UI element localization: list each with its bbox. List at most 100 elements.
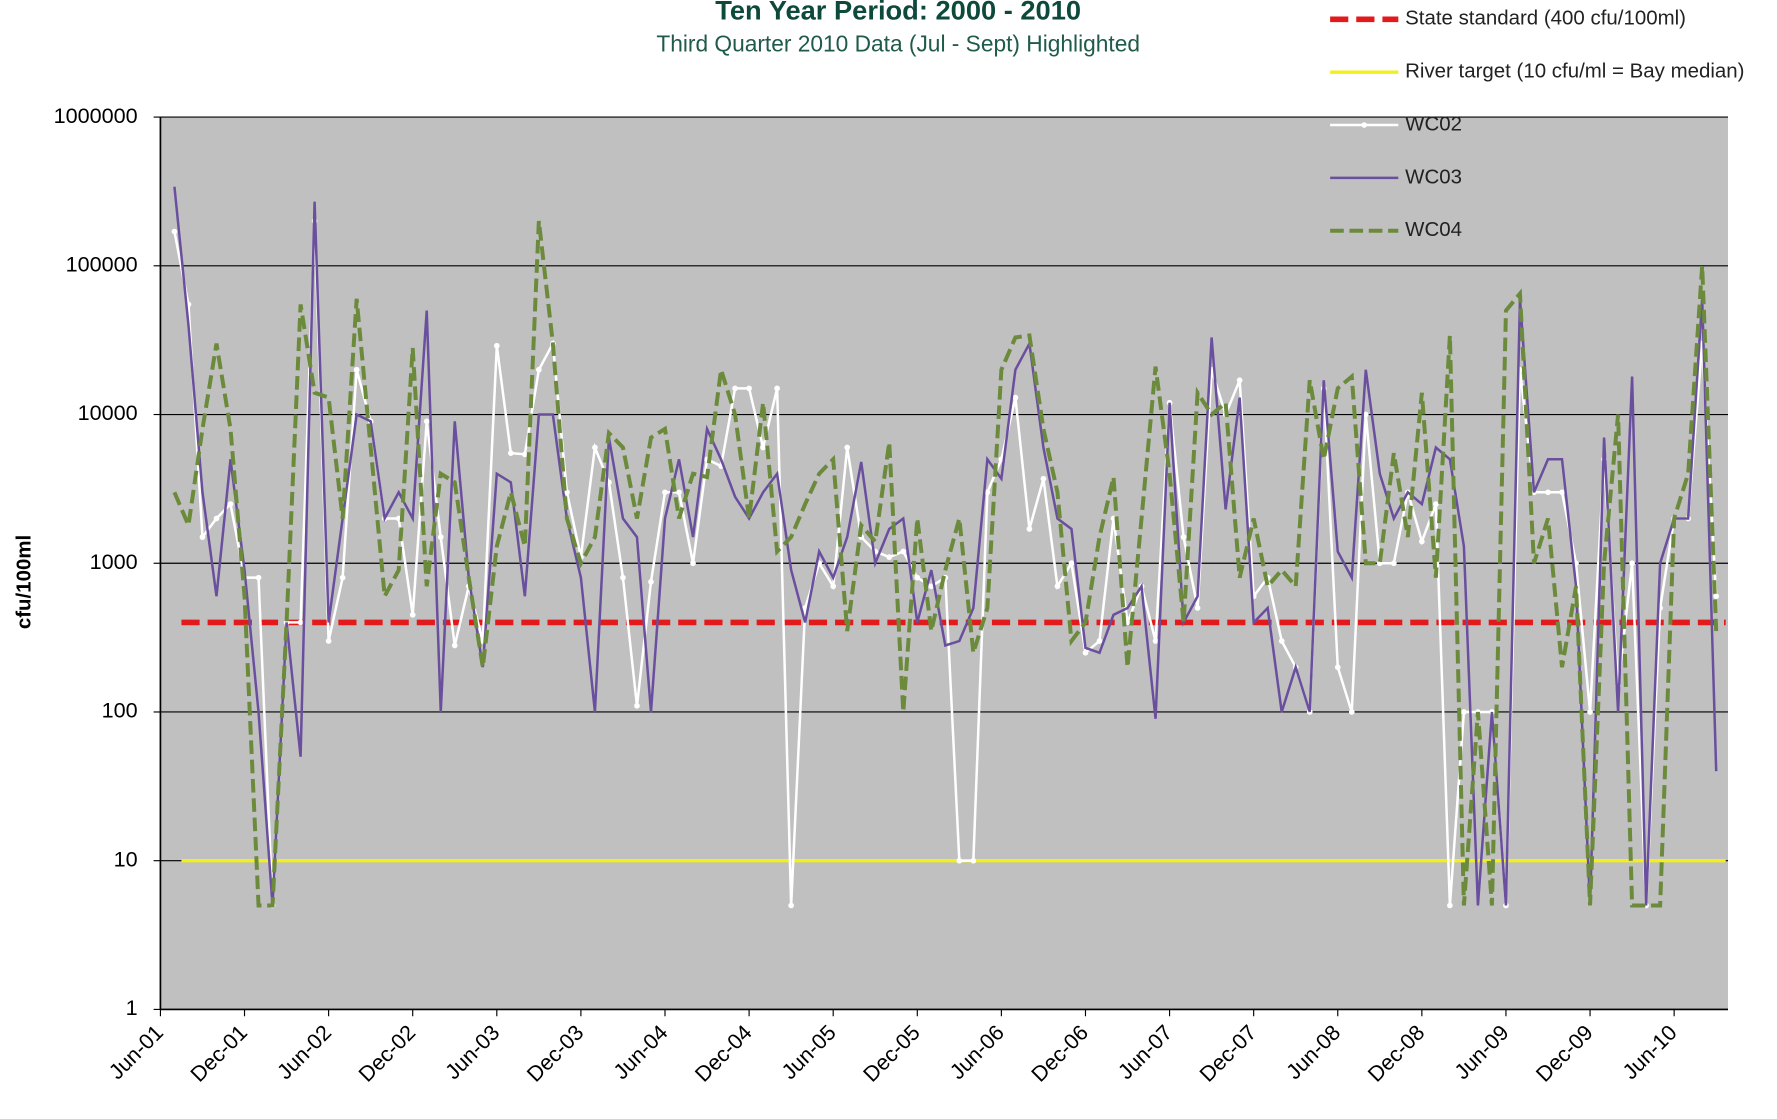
x-tick-label: Jun-01 [104, 1020, 168, 1084]
x-tick-label: Jun-08 [1281, 1020, 1345, 1084]
series-marker [1390, 560, 1397, 567]
series-marker [1348, 709, 1355, 715]
series-marker [1447, 902, 1453, 909]
series-marker [1152, 638, 1159, 644]
series-marker [774, 385, 780, 392]
series-marker [1433, 501, 1439, 507]
series-line [172, 220, 1719, 908]
series-marker [914, 574, 921, 581]
x-tick-label: Dec-01 [185, 1020, 252, 1087]
series-marker [213, 515, 220, 522]
series-marker [900, 548, 907, 555]
series-marker [956, 857, 963, 864]
x-tick-label: Dec-07 [1194, 1020, 1261, 1087]
series-marker [970, 857, 977, 864]
series-marker [928, 583, 935, 590]
series-marker [1026, 526, 1033, 532]
x-tick-label: Dec-05 [858, 1020, 925, 1087]
series-marker [521, 451, 528, 458]
series-marker [1068, 560, 1075, 567]
x-tick-label: Jun-03 [440, 1020, 504, 1084]
series-marker [1419, 538, 1425, 545]
series-marker [1587, 709, 1593, 715]
series-marker [1713, 593, 1720, 600]
series-marker [339, 574, 346, 581]
chart-subtitle: Third Quarter 2010 Data (Jul - Sept) Hig… [656, 30, 1140, 56]
series-marker [830, 583, 837, 590]
chart-title: Ten Year Period: 2000 - 2010 [715, 0, 1081, 26]
x-tick-label: Jun-02 [272, 1020, 336, 1084]
series-marker [592, 444, 598, 451]
y-tick-label: 100 [102, 698, 138, 723]
series-marker [1545, 489, 1551, 496]
x-tick-label: Dec-08 [1363, 1020, 1430, 1087]
y-axis-label: cfu/100ml [13, 535, 36, 629]
series-marker [1461, 709, 1467, 715]
series-marker [1278, 638, 1285, 644]
legend-label: WC02 [1405, 112, 1462, 135]
y-tick-label: 10000 [78, 400, 138, 425]
series-marker [325, 638, 332, 644]
series-marker [1236, 377, 1243, 384]
y-tick-label: 1000 [90, 549, 138, 574]
legend-marker [1361, 122, 1368, 128]
series-marker [1096, 638, 1103, 644]
series-marker [199, 534, 206, 540]
legend-label: WC03 [1405, 165, 1462, 188]
series-marker [1040, 475, 1047, 482]
series-marker [1012, 394, 1019, 401]
y-tick-label: 1000000 [54, 103, 138, 128]
x-tick-label: Jun-05 [776, 1020, 840, 1084]
series-marker [634, 702, 640, 709]
series-marker [1194, 605, 1201, 611]
series-marker [507, 450, 514, 456]
x-tick-label: Dec-02 [353, 1020, 420, 1087]
series-marker [760, 444, 766, 451]
x-tick-label: Dec-04 [690, 1020, 757, 1087]
series-marker [1054, 583, 1061, 590]
legend-label: State standard (400 cfu/100ml) [1405, 7, 1686, 30]
series-marker [353, 366, 360, 373]
x-tick-label: Jun-09 [1449, 1020, 1513, 1084]
y-tick-label: 10 [114, 846, 138, 871]
x-tick-label: Dec-03 [522, 1020, 589, 1087]
series-marker [451, 642, 458, 649]
series-marker [788, 902, 794, 909]
series-line [173, 186, 1718, 906]
series-marker [1334, 664, 1341, 671]
series-marker [746, 385, 752, 392]
series-marker [297, 619, 304, 626]
series-marker [1629, 560, 1635, 567]
series-marker [564, 489, 570, 496]
series-marker [1362, 411, 1369, 418]
series-marker [648, 578, 654, 585]
x-tick-label: Jun-07 [1113, 1020, 1177, 1084]
series-marker [423, 418, 430, 425]
series-marker [984, 489, 991, 496]
series-marker [437, 534, 444, 540]
series-marker [536, 366, 542, 373]
series-marker [1082, 649, 1089, 656]
series-marker [662, 489, 668, 496]
series-marker [1180, 534, 1187, 540]
series-marker [255, 574, 262, 581]
x-tick-label: Jun-06 [945, 1020, 1009, 1084]
series-marker [690, 560, 696, 567]
series-marker [171, 228, 178, 235]
series-marker [844, 444, 851, 451]
x-tick-label: Jun-04 [608, 1020, 672, 1084]
x-tick-label: Dec-09 [1531, 1020, 1598, 1087]
series-marker [620, 574, 626, 581]
y-tick-label: 100000 [66, 252, 138, 277]
series-marker [493, 342, 500, 349]
series-marker [1559, 489, 1565, 496]
series-marker [732, 385, 738, 392]
legend-label: WC04 [1405, 218, 1462, 241]
x-tick-label: Jun-10 [1617, 1020, 1681, 1084]
x-tick-label: Dec-06 [1026, 1020, 1093, 1087]
series-marker [227, 501, 234, 507]
legend-label: River target (10 cfu/ml = Bay median) [1405, 60, 1744, 83]
series-marker [886, 554, 893, 560]
